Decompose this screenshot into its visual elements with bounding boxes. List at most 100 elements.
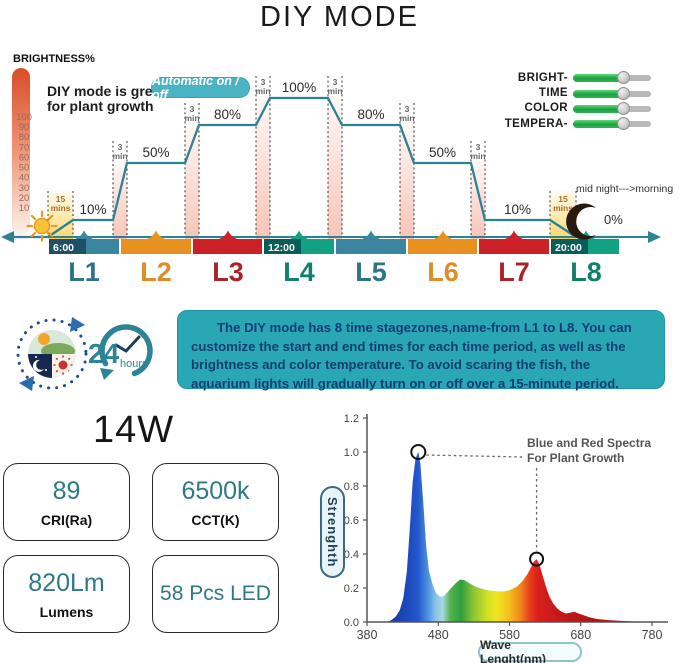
- cri-label: CRI(Ra): [40, 511, 93, 528]
- spectrum-chart: 0.0 0.2 0.4 0.6 0.8 1.0 1.2 380 480 580 680 780: [344, 413, 668, 642]
- transition-zone: [400, 123, 414, 239]
- transition-minutes-label: min: [184, 113, 199, 123]
- stage-percent-label: 0%: [604, 212, 623, 227]
- segment-bump: [75, 230, 93, 239]
- slider-knob-icon: [617, 117, 630, 131]
- transition-zone: [328, 96, 342, 239]
- spectrum-x-tick-label: 380: [357, 628, 378, 642]
- lumens-label: Lumens: [39, 603, 94, 620]
- spec-box-cct: 6500k CCT(K): [152, 463, 279, 541]
- sun-ray: [30, 231, 37, 238]
- diy-mode-description-box: The DIY mode has 8 time stagezones,name-…: [177, 310, 665, 391]
- sun-ray: [47, 214, 54, 221]
- stage-label-l3: L3: [212, 257, 244, 287]
- slider-control: [573, 117, 653, 131]
- time-mark-label: 6:00: [53, 242, 74, 254]
- spectrum-y-tick-label: 0.8: [344, 481, 359, 493]
- led-count-value: 58 Pcs LED: [160, 582, 271, 605]
- slider-label: TEMPERA-: [504, 117, 568, 130]
- slider-label: BRIGHT-: [517, 71, 568, 84]
- transition-minutes-label: min: [399, 113, 414, 123]
- slider-knob-icon: [617, 86, 630, 100]
- slider-knob-icon: [617, 71, 630, 85]
- page-title: DIY MODE: [260, 1, 419, 33]
- segment-bump: [505, 230, 523, 239]
- slider-row-color: COLOR: [478, 101, 662, 116]
- wattage-value: 14W: [93, 409, 175, 451]
- spectra-annotation-line-2: For Plant Growth: [527, 451, 625, 465]
- spec-box-cri: 89 CRI(Ra): [3, 463, 130, 541]
- sun-ray: [30, 214, 37, 221]
- stage-percent-label: 10%: [504, 202, 531, 217]
- moon-icon: [566, 203, 596, 240]
- segment-bump: [290, 230, 308, 239]
- time-mark-bg: [551, 239, 588, 254]
- stage-percent-label: 80%: [214, 107, 241, 122]
- spectrum-x-tick-label: 580: [499, 628, 520, 642]
- brightness-tick: 60: [19, 152, 30, 163]
- timeline-segment-l3: [193, 239, 262, 254]
- brightness-tick: 80: [19, 132, 30, 143]
- spectra-annotation-line-1: Blue and Red Spectra: [527, 436, 652, 450]
- transition-minutes-label: 3: [333, 77, 338, 87]
- brightness-axis-label: BRIGHTNESS%: [13, 53, 95, 65]
- spectrum-x-tick-label: 780: [642, 628, 663, 642]
- time-mark-label: 12:00: [268, 242, 295, 254]
- spectrum-y-tick-label: 0.6: [344, 515, 359, 527]
- brightness-schedule-chart: 10090807060504030201015mins3min3min3min3…: [1, 68, 661, 254]
- time-mark-bg: [264, 239, 301, 254]
- spectrum-x-tick-label: 480: [428, 628, 449, 642]
- slider-control: [573, 71, 653, 85]
- timeline-segment-l5: [336, 239, 406, 254]
- brightness-tick: 100: [16, 112, 32, 123]
- transition-zone: [185, 123, 199, 239]
- sun-ray: [47, 231, 54, 238]
- spectrum-xlabel-pill: Wave Lenght(nm): [478, 638, 582, 663]
- slider-track-empty: [621, 121, 651, 128]
- slider-row-time: TIME: [478, 85, 662, 100]
- sun-core: [33, 217, 51, 235]
- spectrum-y-tick-label: 1.0: [344, 447, 359, 459]
- tagline: DIY mode is great for plant growth: [47, 84, 165, 114]
- time-mark-label: 20:00: [555, 242, 582, 254]
- spectrum-y-tick-label: 1.2: [344, 413, 359, 425]
- feature-sliders: BRIGHT- TIME COLOR TEMPERA-: [478, 70, 662, 132]
- stage-percent-label: 50%: [142, 145, 169, 160]
- transition-minutes-label: 3: [261, 77, 266, 87]
- slider-label: COLOR: [524, 102, 568, 115]
- slider-knob-icon: [617, 101, 630, 115]
- axis-right-arrow-icon: [648, 231, 661, 243]
- spectrum-area: [387, 452, 652, 622]
- stage-percent-label: 10%: [79, 202, 106, 217]
- transition-minutes-label: 3: [190, 104, 195, 114]
- slider-track-filled: [573, 74, 623, 83]
- time-mark-bg: [49, 239, 86, 254]
- transition-zone: [256, 96, 270, 239]
- lumens-value: 820Lm: [28, 568, 105, 597]
- cct-value: 6500k: [181, 476, 250, 505]
- cct-label: CCT(K): [191, 511, 240, 528]
- night-note: mid night--->morning: [576, 183, 674, 195]
- stage-label-l6: L6: [427, 257, 459, 287]
- brightness-tick: 70: [19, 142, 30, 153]
- spectrum-x-tick-label: 680: [570, 628, 591, 642]
- svg-text:24: 24: [88, 338, 120, 369]
- stage-labels-row: L1 L2 L3 L4 L5 L6 L7 L8: [0, 257, 679, 293]
- brightness-tick: 10: [19, 203, 30, 214]
- segment-bump: [434, 230, 452, 239]
- brightness-tick: 20: [19, 193, 30, 204]
- brightness-tick: 30: [19, 183, 30, 194]
- tagline-line-1: DIY mode is great: [47, 83, 166, 99]
- segment-bump: [147, 230, 165, 239]
- stage-percent-label: 80%: [357, 107, 384, 122]
- stage-percent-label: 50%: [429, 145, 456, 160]
- transition-minutes-label: 3: [118, 142, 123, 152]
- slider-row-tempera: TEMPERA-: [478, 116, 662, 131]
- spec-box-led-count: 58 Pcs LED: [152, 555, 279, 633]
- sun-icon: [26, 210, 58, 242]
- slider-label: TIME: [538, 87, 568, 100]
- slider-track-filled: [573, 89, 623, 98]
- spec-box-lumens: 820Lm Lumens: [3, 555, 130, 633]
- transition-minutes-label: min: [470, 151, 485, 161]
